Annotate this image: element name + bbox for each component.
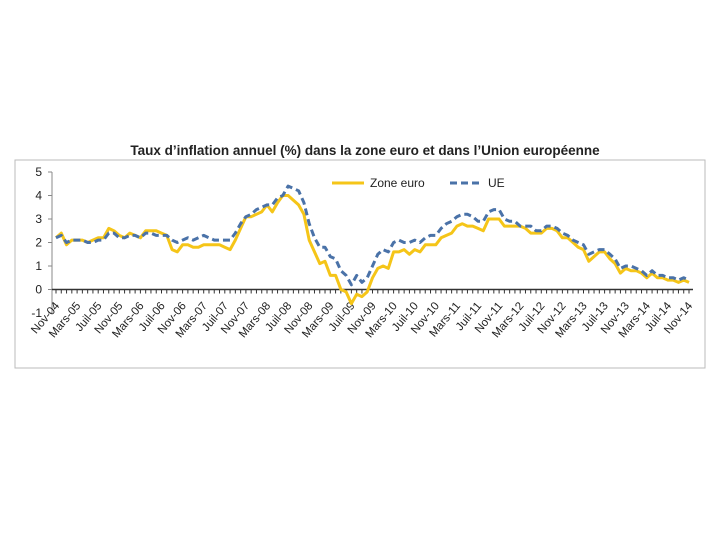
chart-frame [14, 159, 706, 369]
y-tick-label: -1 [31, 306, 42, 320]
y-tick-label: 3 [35, 212, 42, 226]
chart-title: Taux d’inflation annuel (%) dans la zone… [130, 143, 600, 158]
y-tick-label: 4 [35, 189, 42, 203]
legend-label: UE [488, 176, 505, 190]
series-line [55, 184, 690, 287]
y-tick-label: 0 [35, 283, 42, 297]
y-tick-label: 5 [35, 165, 42, 179]
y-tick-label: 1 [35, 259, 42, 273]
legend-label: Zone euro [370, 176, 425, 190]
series-line [55, 194, 690, 306]
y-tick-label: 2 [35, 236, 42, 250]
